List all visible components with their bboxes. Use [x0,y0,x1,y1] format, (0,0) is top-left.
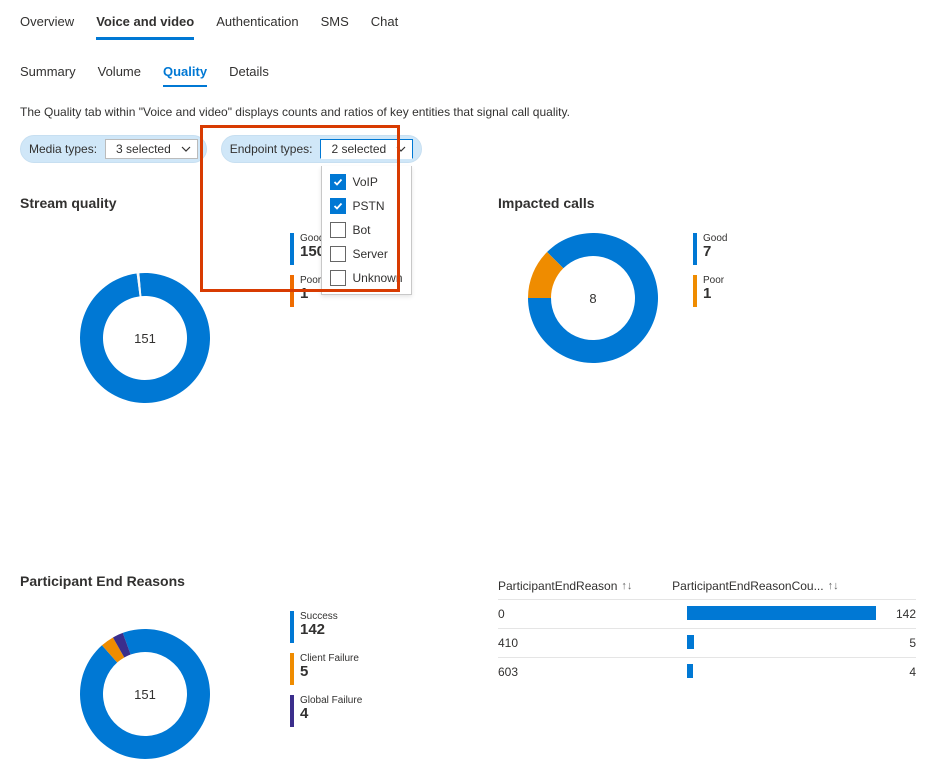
legend-value: 7 [703,244,727,261]
main-tab-chat[interactable]: Chat [371,8,398,40]
dropdown-option-label: Bot [352,223,370,237]
dropdown-option-server[interactable]: Server [322,242,411,266]
dropdown-option-bot[interactable]: Bot [322,218,411,242]
dropdown-option-pstn[interactable]: PSTN [322,194,411,218]
lower-panels: Participant End Reasons Success142 Client… [20,573,916,759]
media-types-filter: Media types: 3 selected [20,135,207,163]
stream-quality-legend: Good150 Poor1 [290,233,325,307]
legend-value: 5 [300,664,359,681]
cell-reason: 603 [498,665,687,679]
endpoint-types-value: 2 selected [331,142,386,156]
column-header-count-label: ParticipantEndReasonCou... [672,579,823,593]
column-header-reason-label: ParticipantEndReason [498,579,617,593]
table-header: ParticipantEndReason ↑↓ ParticipantEndRe… [498,573,916,599]
main-tab-authentication[interactable]: Authentication [216,8,298,40]
impacted-calls-donut: 8 [528,233,658,363]
endpoint-types-label: Endpoint types: [230,142,313,156]
cell-reason: 410 [498,636,687,650]
checkbox-icon [330,246,346,262]
quality-description: The Quality tab within "Voice and video"… [20,105,916,119]
media-types-value: 3 selected [116,142,171,156]
impacted-calls-legend: Good7 Poor1 [693,233,727,307]
main-tab-sms[interactable]: SMS [321,8,349,40]
checkbox-icon [330,222,346,238]
cell-bar [687,664,876,680]
participant-end-reasons-legend: Success142 Client Failure5 Global Failure4 [290,611,362,727]
legend-color-bar [290,275,294,307]
legend-color-bar [290,695,294,727]
dropdown-option-voip[interactable]: VoIP [322,170,411,194]
legend-value: 1 [300,286,321,303]
checkbox-icon [330,270,346,286]
cell-count: 5 [876,636,916,650]
cell-count: 4 [876,665,916,679]
legend-value: 4 [300,706,362,723]
checkbox-icon [330,174,346,190]
chevron-down-icon [396,144,406,154]
sub-tab-details[interactable]: Details [229,58,269,87]
main-tab-overview[interactable]: Overview [20,8,74,40]
sort-icon: ↑↓ [621,580,632,592]
legend-item: Global Failure4 [290,695,362,727]
sub-tabs: Summary Volume Quality Details [20,58,916,87]
legend-label: Client Failure [300,653,359,664]
table-row[interactable]: 603 4 [498,657,916,686]
legend-value: 142 [300,622,338,639]
participant-end-reasons-panel: Participant End Reasons Success142 Client… [20,573,438,759]
legend-item: Client Failure5 [290,653,362,685]
impacted-calls-panel: Impacted calls Good7 Poor1 8 [488,195,916,403]
endpoint-types-filter: Endpoint types: 2 selected VoIPPSTNBotSe… [221,135,422,163]
donut-center-value: 151 [80,273,210,403]
legend-label: Global Failure [300,695,362,706]
chevron-down-icon [181,144,191,154]
legend-item: Good7 [693,233,727,265]
cell-bar [687,635,876,651]
donut-center-value: 151 [80,629,210,759]
cell-count: 142 [876,607,916,621]
legend-color-bar [693,233,697,265]
legend-item: Good150 [290,233,325,265]
table-body: 0 142 410 5 603 4 [498,599,916,686]
legend-color-bar [290,611,294,643]
table-row[interactable]: 410 5 [498,628,916,657]
legend-value: 1 [703,286,724,303]
media-types-select[interactable]: 3 selected [105,139,198,159]
cell-bar [687,606,876,622]
column-header-reason[interactable]: ParticipantEndReason ↑↓ [498,579,672,593]
dropdown-option-label: PSTN [352,199,384,213]
legend-color-bar [290,653,294,685]
filter-bar: Media types: 3 selected Endpoint types: … [20,135,916,163]
checkbox-icon [330,198,346,214]
participant-end-reasons-title: Participant End Reasons [20,573,438,589]
legend-item: Poor1 [693,275,727,307]
cell-reason: 0 [498,607,687,621]
dropdown-option-label: VoIP [352,175,377,189]
main-tab-voice-and-video[interactable]: Voice and video [96,8,194,40]
table-row[interactable]: 0 142 [498,599,916,628]
dropdown-option-label: Unknown [352,271,402,285]
sub-tab-quality[interactable]: Quality [163,58,207,87]
endpoint-types-select[interactable]: 2 selected VoIPPSTNBotServerUnknown [320,139,413,159]
endpoint-types-dropdown: VoIP PSTN Bot Server Unknown [321,166,412,295]
column-header-count[interactable]: ParticipantEndReasonCou... ↑↓ [672,579,916,593]
end-reason-table-panel: ParticipantEndReason ↑↓ ParticipantEndRe… [488,573,916,759]
sort-icon: ↑↓ [828,580,839,592]
donut-center-value: 8 [528,233,658,363]
stream-quality-donut: 151 [80,273,210,403]
sub-tab-volume[interactable]: Volume [98,58,141,87]
sub-tab-summary[interactable]: Summary [20,58,76,87]
impacted-calls-title: Impacted calls [498,195,916,211]
legend-color-bar [290,233,294,265]
legend-item: Success142 [290,611,362,643]
legend-item: Poor1 [290,275,325,307]
media-types-label: Media types: [29,142,97,156]
main-tabs: Overview Voice and video Authentication SMS… [20,8,916,40]
dropdown-option-label: Server [352,247,387,261]
dropdown-option-unknown[interactable]: Unknown [322,266,411,290]
upper-panels: Stream quality Good150Poor1 151 Impacted… [20,195,916,403]
legend-color-bar [693,275,697,307]
participant-end-reasons-donut: 151 [80,629,210,759]
